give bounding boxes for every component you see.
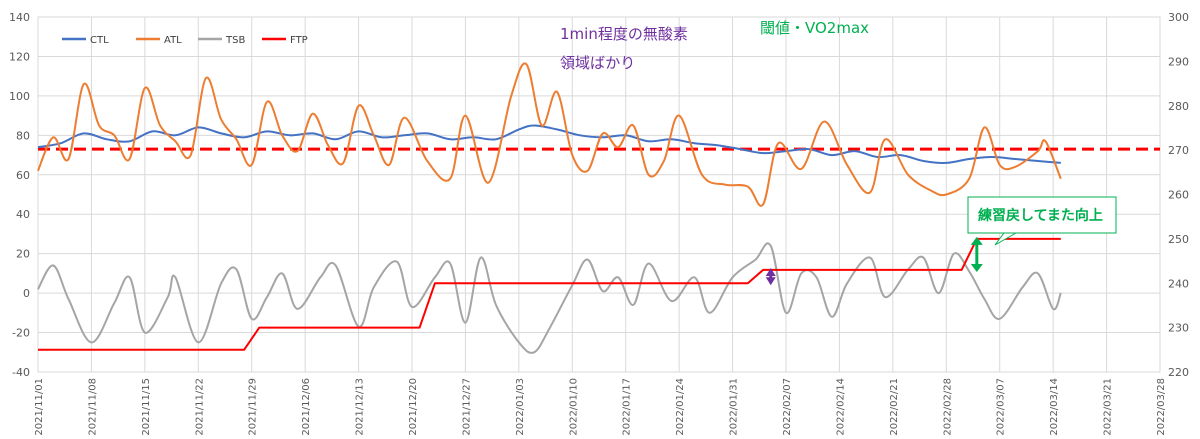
annotation-anaerobic: 1min程度の無酸素 <box>560 25 688 43</box>
y-right-tick-label: 260 <box>1168 189 1189 202</box>
y-left-tick-label: 140 <box>9 11 30 24</box>
x-tick-label: 2022/01/24 <box>675 378 686 435</box>
x-tick-label: 2022/02/21 <box>889 378 900 435</box>
y-left-tick-label: 0 <box>23 287 30 300</box>
grid-lines <box>37 16 1161 373</box>
arrow-head-up <box>765 267 776 276</box>
series-group <box>37 62 1160 354</box>
y-right-tick-label: 280 <box>1168 100 1189 113</box>
x-tick-label: 2022/01/17 <box>622 378 633 435</box>
x-tick-label: 2022/03/07 <box>996 378 1007 435</box>
y-left-tick-label: -40 <box>12 366 30 379</box>
double-arrow-1 <box>765 267 776 286</box>
annotation-anaerobic-2: 領域ばかり <box>560 54 635 72</box>
arrow-head-up <box>970 236 983 245</box>
y-left-tick-label: 40 <box>16 208 30 221</box>
legend-label-ctl: CTL <box>90 35 109 46</box>
y-left-tick-label: 120 <box>9 50 30 63</box>
x-tick-label: 2022/02/07 <box>782 378 793 435</box>
x-tick-label: 2022/03/21 <box>1103 378 1114 435</box>
arrow-head-down <box>970 263 983 272</box>
arrow-head-down <box>765 277 776 286</box>
series-line-tsb <box>37 242 1062 354</box>
x-tick-label: 2022/02/14 <box>835 378 846 435</box>
double-arrow-2 <box>970 236 983 272</box>
y-left-tick-label: -20 <box>12 327 30 340</box>
x-tick-label: 2021/11/01 <box>34 378 45 435</box>
x-tick-label: 2022/03/28 <box>1156 378 1167 435</box>
y-right-tick-label: 240 <box>1168 277 1189 290</box>
series-line-ftp <box>38 237 1061 351</box>
y-left-tick-label: 60 <box>16 169 30 182</box>
x-tick-label: 2021/12/06 <box>301 378 312 435</box>
y-left-tick-label: 20 <box>16 248 30 261</box>
y-right-tick-label: 220 <box>1168 366 1189 379</box>
x-tick-label: 2021/12/27 <box>461 378 472 435</box>
y-right-tick-label: 300 <box>1168 11 1189 24</box>
x-tick-label: 2022/01/31 <box>729 378 740 435</box>
y-left-tick-label: 80 <box>16 129 30 142</box>
y-right-tick-label: 270 <box>1168 144 1189 157</box>
y-right-tick-label: 250 <box>1168 233 1189 246</box>
legend-label-tsb: TSB <box>225 35 245 46</box>
x-tick-label: 2021/12/20 <box>408 378 419 435</box>
series-line-ctl <box>37 124 1061 164</box>
annotation-threshold: 閾値・VO2max <box>760 19 869 37</box>
x-tick-label: 2021/12/13 <box>355 378 366 435</box>
series-line-atl <box>37 62 1062 207</box>
y-right-tick-label: 290 <box>1168 55 1189 68</box>
legend-label-atl: ATL <box>164 35 182 46</box>
y-left-tick-label: 100 <box>9 90 30 103</box>
axes: -40 -20 0 20 40 60 80 100 120 140 220 230 240 250 260 2… <box>9 11 1189 436</box>
callout-box <box>967 196 1117 234</box>
x-tick-label: 2022/02/28 <box>942 378 953 435</box>
callout-pointer <box>994 232 1017 246</box>
legend-label-ftp: FTP <box>290 35 308 46</box>
x-tick-label: 2021/11/08 <box>87 378 98 435</box>
x-tick-label: 2021/11/29 <box>248 378 259 435</box>
x-tick-label: 2022/03/14 <box>1049 378 1060 435</box>
x-tick-label: 2021/11/15 <box>141 378 152 435</box>
y-right-tick-label: 230 <box>1168 322 1189 335</box>
annotation-callout: 練習戻してまた向上 <box>978 207 1103 224</box>
x-tick-label: 2022/01/10 <box>568 378 579 435</box>
x-tick-label: 2021/11/22 <box>194 378 205 435</box>
legend: CTL ATL TSB FTP <box>62 35 308 46</box>
x-tick-label: 2022/01/03 <box>515 378 526 435</box>
